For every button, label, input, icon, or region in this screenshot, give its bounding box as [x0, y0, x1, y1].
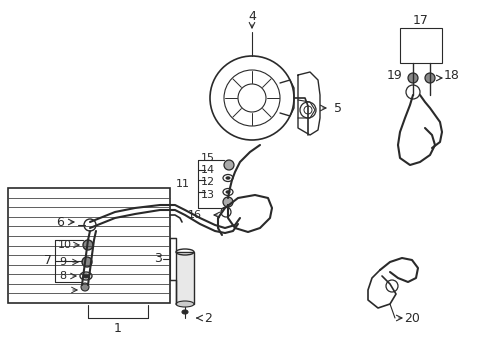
Bar: [8, 188, 170, 303]
Text: 18: 18: [443, 68, 459, 81]
Ellipse shape: [225, 190, 230, 194]
Text: 11: 11: [176, 179, 190, 189]
Text: 6: 6: [56, 216, 64, 229]
Text: 1: 1: [114, 321, 122, 334]
Circle shape: [82, 257, 92, 267]
Text: 16: 16: [187, 210, 202, 220]
Ellipse shape: [225, 176, 230, 180]
Bar: [399, 28, 441, 63]
Bar: [176, 252, 194, 304]
Circle shape: [83, 240, 93, 250]
Ellipse shape: [182, 310, 187, 314]
Text: 20: 20: [403, 311, 419, 324]
Text: 4: 4: [247, 9, 255, 23]
Circle shape: [224, 160, 234, 170]
Ellipse shape: [176, 301, 194, 307]
Text: 9: 9: [60, 257, 66, 267]
Text: 8: 8: [60, 271, 66, 281]
Circle shape: [223, 197, 232, 207]
Text: 13: 13: [201, 190, 215, 200]
Circle shape: [424, 73, 434, 83]
Text: 19: 19: [386, 68, 401, 81]
Text: 7: 7: [44, 255, 52, 267]
Circle shape: [407, 73, 417, 83]
Text: 15: 15: [201, 153, 215, 163]
Text: 17: 17: [412, 14, 428, 27]
Text: 12: 12: [201, 177, 215, 187]
Circle shape: [81, 283, 89, 291]
Text: 3: 3: [154, 252, 162, 266]
Text: 2: 2: [203, 311, 211, 324]
Text: 14: 14: [201, 165, 215, 175]
Text: 10: 10: [58, 240, 72, 250]
Text: 5: 5: [333, 102, 341, 114]
Ellipse shape: [83, 274, 89, 278]
